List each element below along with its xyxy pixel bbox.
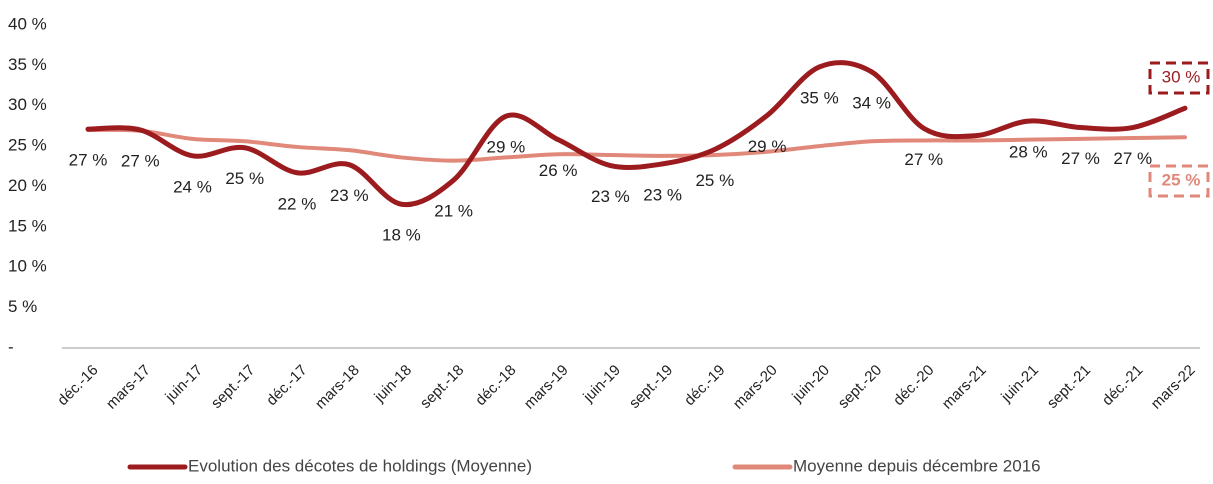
x-tick-label: déc.-21 — [1099, 362, 1146, 409]
data-label: 27 % — [1113, 149, 1152, 168]
x-tick-label: déc.-16 — [54, 362, 101, 409]
y-tick-label: 25 % — [8, 136, 47, 155]
data-label: 21 % — [434, 202, 473, 221]
x-tick-label: sept.-17 — [208, 362, 258, 412]
data-label: 34 % — [852, 93, 891, 112]
annotation-box — [1148, 164, 1210, 198]
data-label: 27 % — [69, 151, 108, 170]
data-label: 22 % — [278, 194, 317, 213]
data-label: 18 % — [382, 226, 421, 245]
data-label: 29 % — [487, 138, 526, 157]
x-tick-label: mars-22 — [1148, 362, 1199, 413]
data-label: 35 % — [800, 88, 839, 107]
data-label: 23 % — [330, 186, 369, 205]
legend-label: Evolution des décotes de holdings (Moyen… — [188, 456, 532, 475]
data-label: 25 % — [695, 171, 734, 190]
y-tick-label: 40 % — [8, 14, 47, 33]
x-tick-label: déc.-17 — [263, 362, 310, 409]
y-tick-label: - — [8, 337, 14, 356]
x-tick-label: déc.-19 — [681, 362, 728, 409]
data-label: 23 % — [643, 185, 682, 204]
series-line — [85, 60, 1188, 208]
y-tick-label: 5 % — [8, 297, 37, 316]
x-tick-label: juin-20 — [788, 362, 833, 407]
x-tick-label: sept.-21 — [1044, 362, 1094, 412]
x-tick-label: mars-17 — [103, 362, 154, 413]
x-tick-label: sept.-19 — [626, 362, 676, 412]
y-tick-label: 35 % — [8, 55, 47, 74]
x-tick-label: sept.-20 — [835, 362, 885, 412]
data-label: 23 % — [591, 187, 630, 206]
x-tick-label: mars-20 — [730, 362, 781, 413]
y-tick-label: 30 % — [8, 95, 47, 114]
series-line — [86, 127, 1187, 163]
x-tick-label: sept.-18 — [417, 362, 467, 412]
x-tick-label: déc.-20 — [890, 362, 937, 409]
x-tick-label: juin-17 — [162, 362, 207, 407]
data-label: 27 % — [121, 151, 160, 170]
x-tick-label: juin-21 — [997, 362, 1042, 407]
annotation-box — [1148, 61, 1210, 95]
annotation: 30 % — [1162, 67, 1201, 86]
x-tick-label: juin-18 — [370, 362, 415, 407]
x-tick-label: mars-21 — [939, 362, 990, 413]
data-label: 29 % — [748, 137, 787, 156]
annotation: 25 % — [1162, 170, 1201, 189]
data-label: 28 % — [1009, 143, 1048, 162]
y-tick-label: 20 % — [8, 176, 47, 195]
x-tick-label: mars-18 — [312, 362, 363, 413]
x-tick-label: juin-19 — [579, 362, 624, 407]
legend-label: Moyenne depuis décembre 2016 — [793, 456, 1041, 475]
data-label: 27 % — [904, 150, 943, 169]
data-label: 24 % — [173, 177, 212, 196]
x-tick-label: déc.-18 — [472, 362, 519, 409]
data-label: 26 % — [539, 161, 578, 180]
data-label: 25 % — [225, 169, 264, 188]
y-tick-label: 15 % — [8, 216, 47, 235]
y-tick-label: 10 % — [8, 257, 47, 276]
data-label: 27 % — [1061, 149, 1100, 168]
x-tick-label: mars-19 — [521, 362, 572, 413]
